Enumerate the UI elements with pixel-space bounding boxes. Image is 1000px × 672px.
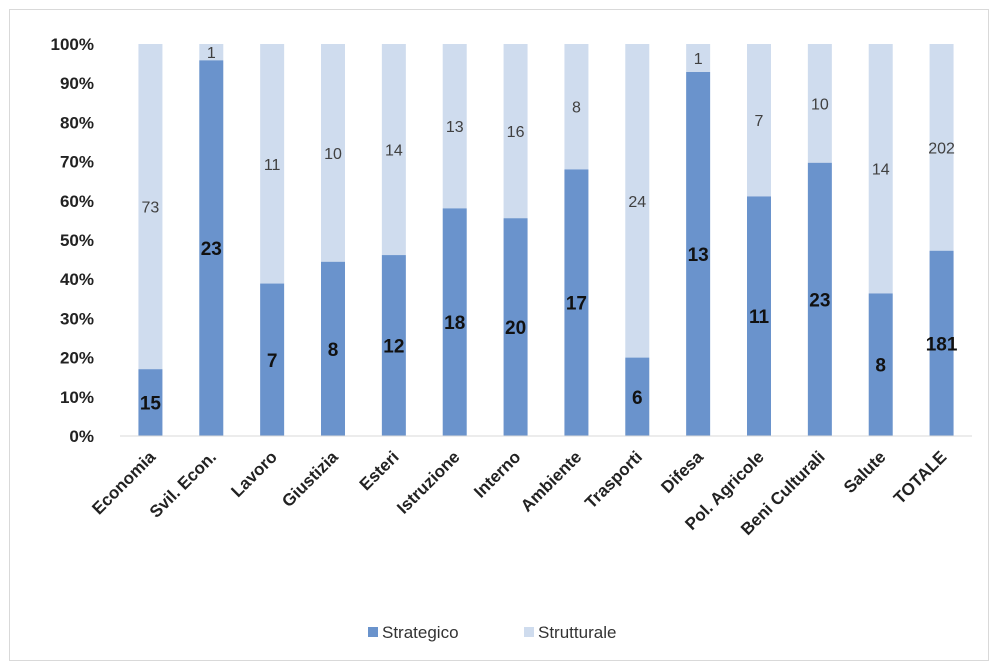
bar-strutturale — [503, 44, 528, 219]
data-label-strategico: 13 — [688, 245, 709, 266]
data-label-strategico: 17 — [566, 294, 587, 315]
bar-strutturale — [138, 44, 163, 370]
x-tick-label: Giustizia — [278, 447, 342, 511]
x-tick-label: Interno — [470, 447, 524, 501]
data-label-strategico: 8 — [328, 340, 339, 361]
data-label-strutturale: 10 — [324, 146, 342, 163]
y-tick-label: 90% — [60, 74, 94, 93]
data-label-strategico: 12 — [383, 337, 404, 358]
legend-label: Strutturale — [538, 623, 616, 642]
data-label-strategico: 7 — [267, 351, 278, 372]
bar-strutturale — [929, 44, 954, 251]
bar-strutturale — [807, 44, 832, 163]
bar-strutturale — [564, 44, 589, 170]
data-label-strutturale: 11 — [264, 157, 281, 174]
x-tick-label: Esteri — [356, 447, 403, 494]
data-label-strategico: 8 — [875, 356, 886, 377]
bar-strutturale — [199, 44, 224, 61]
bar-strategico — [321, 261, 345, 436]
bar-strutturale — [442, 44, 467, 209]
data-label-strategico: 11 — [749, 307, 770, 328]
data-label-strategico: 23 — [809, 290, 830, 311]
bar-labels: 1573231711810121418132016178624131117231… — [140, 45, 958, 414]
bar-strategico — [807, 162, 832, 436]
bar-strutturale — [260, 44, 285, 284]
data-label-strutturale: 24 — [628, 194, 646, 211]
x-tick-label: Lavoro — [227, 447, 281, 501]
x-tick-label: Svil. Econ. — [146, 447, 220, 521]
y-tick-label: 10% — [60, 388, 94, 407]
bar-strategico — [442, 208, 467, 436]
data-label-strategico: 15 — [140, 394, 162, 415]
y-axis: 0% 10% 20% 30% 40% 50% 60% 70% 80% 90% 100% — [51, 35, 94, 446]
bar-strategico — [260, 283, 285, 436]
data-label-strutturale: 7 — [755, 113, 764, 130]
y-tick-label: 40% — [60, 270, 94, 289]
data-label-strutturale: 14 — [385, 143, 403, 160]
y-tick-label: 20% — [60, 349, 94, 368]
y-tick-label: 80% — [60, 113, 94, 132]
y-tick-label: 60% — [60, 192, 94, 211]
data-label-strutturale: 202 — [928, 140, 955, 157]
data-label-strutturale: 13 — [446, 119, 464, 136]
bar-strutturale — [747, 44, 771, 197]
bar-strutturale — [381, 44, 406, 256]
bar-strategico — [929, 250, 954, 436]
data-label-strutturale: 10 — [811, 96, 829, 113]
x-tick-label: Trasporti — [581, 447, 646, 512]
bar-strategico — [381, 255, 406, 436]
data-label-strutturale: 1 — [694, 51, 703, 68]
data-label-strutturale: 14 — [872, 162, 890, 179]
x-tick-label: Ambiente — [517, 447, 585, 515]
x-tick-label: TOTALE — [890, 447, 950, 507]
legend: Strategico Strutturale — [368, 623, 616, 642]
bar-strategico — [138, 369, 163, 436]
data-label-strategico: 23 — [201, 239, 222, 260]
bar-strategico — [686, 72, 711, 436]
data-label-strutturale: 8 — [572, 100, 581, 117]
bar-strategico — [625, 357, 650, 436]
bar-strategico — [503, 218, 528, 436]
bar-strategico — [868, 293, 893, 436]
legend-swatch — [524, 627, 534, 637]
bar-strutturale — [321, 44, 345, 262]
y-tick-label: 30% — [60, 309, 94, 328]
data-label-strategico: 20 — [505, 318, 526, 339]
x-tick-label: Salute — [840, 447, 890, 497]
bar-strategico — [199, 60, 224, 436]
data-label-strutturale: 16 — [507, 124, 525, 141]
bar-strategico — [564, 169, 589, 436]
y-tick-label: 50% — [60, 231, 94, 250]
bar-strutturale — [625, 44, 650, 358]
data-label-strategico: 6 — [632, 388, 643, 409]
x-tick-label: Istruzione — [393, 447, 463, 517]
data-label-strategico: 18 — [444, 313, 465, 334]
data-label-strutturale: 73 — [142, 200, 160, 217]
y-tick-label: 0% — [69, 427, 94, 446]
bar-strategico — [747, 196, 771, 436]
x-tick-label: Difesa — [657, 447, 707, 497]
bars — [138, 44, 954, 436]
legend-swatch — [368, 627, 378, 637]
bar-strutturale — [686, 44, 711, 72]
data-label-strategico: 181 — [926, 334, 958, 355]
y-tick-label: 100% — [51, 35, 94, 54]
legend-label: Strategico — [382, 623, 459, 642]
data-label-strutturale: 1 — [207, 45, 216, 62]
bar-strutturale — [868, 44, 893, 294]
y-tick-label: 70% — [60, 153, 94, 172]
